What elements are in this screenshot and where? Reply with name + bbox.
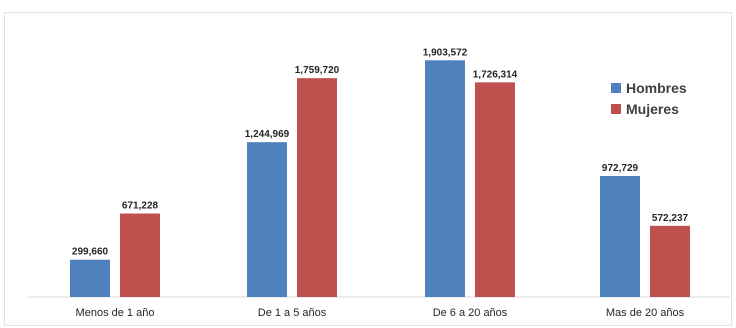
bar-mujeres-3 bbox=[475, 82, 515, 297]
legend-label-mujeres: Mujeres bbox=[626, 101, 679, 117]
bar-hombres-2 bbox=[247, 142, 287, 297]
legend-swatch-mujeres bbox=[611, 104, 621, 114]
data-label-mujeres-1: 671,228 bbox=[122, 201, 159, 212]
bar-mujeres-4 bbox=[650, 225, 690, 297]
data-label-mujeres-4: 572,237 bbox=[652, 213, 689, 224]
x-tick-label: Mas de 20 años bbox=[606, 307, 685, 319]
bar-hombres-3 bbox=[425, 60, 465, 298]
legend-swatch-hombres bbox=[611, 83, 621, 93]
data-label-mujeres-3: 1,726,314 bbox=[473, 69, 518, 80]
x-tick-label: Menos de 1 año bbox=[76, 307, 155, 319]
x-tick-label: De 6 a 20 años bbox=[433, 307, 508, 319]
legend-label-hombres: Hombres bbox=[626, 80, 687, 96]
bar-hombres-4 bbox=[600, 176, 640, 297]
x-tick-label: De 1 a 5 años bbox=[258, 307, 327, 319]
data-label-hombres-4: 972,729 bbox=[602, 163, 639, 174]
bar-hombres-1 bbox=[70, 259, 110, 297]
data-label-hombres-2: 1,244,969 bbox=[245, 129, 290, 140]
data-label-mujeres-2: 1,759,720 bbox=[295, 65, 340, 76]
data-label-hombres-3: 1,903,572 bbox=[423, 47, 468, 58]
bar-mujeres-2 bbox=[297, 78, 337, 297]
bar-mujeres-1 bbox=[120, 213, 160, 297]
data-label-hombres-1: 299,660 bbox=[72, 247, 109, 258]
